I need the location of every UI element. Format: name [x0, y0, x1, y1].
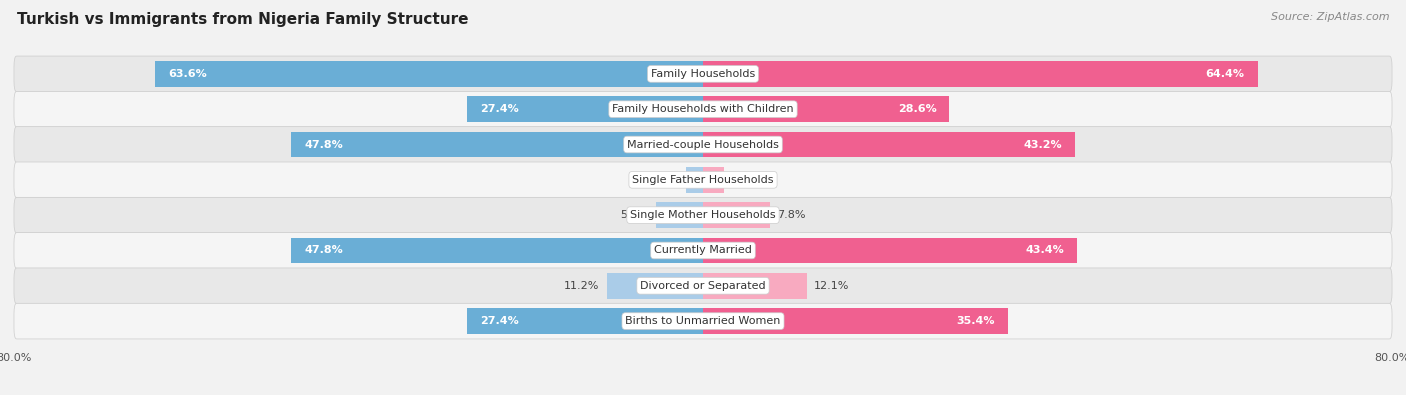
Text: Family Households with Children: Family Households with Children — [612, 104, 794, 114]
Text: Single Father Households: Single Father Households — [633, 175, 773, 185]
Text: 43.4%: 43.4% — [1025, 245, 1064, 256]
Bar — [155, 61, 703, 87]
Text: 5.5%: 5.5% — [620, 210, 648, 220]
Text: 2.4%: 2.4% — [731, 175, 759, 185]
Text: Married-couple Households: Married-couple Households — [627, 139, 779, 150]
FancyBboxPatch shape — [14, 198, 1392, 233]
Text: Family Households: Family Households — [651, 69, 755, 79]
Bar — [606, 273, 703, 299]
FancyBboxPatch shape — [14, 303, 1392, 339]
FancyBboxPatch shape — [14, 233, 1392, 268]
Text: 64.4%: 64.4% — [1206, 69, 1244, 79]
Bar — [686, 167, 703, 192]
FancyBboxPatch shape — [14, 162, 1392, 198]
Text: 28.6%: 28.6% — [897, 104, 936, 114]
Bar — [703, 61, 1257, 87]
Text: Single Mother Households: Single Mother Households — [630, 210, 776, 220]
Bar — [703, 273, 807, 299]
Bar — [703, 96, 949, 122]
Text: 27.4%: 27.4% — [479, 316, 519, 326]
Text: 12.1%: 12.1% — [814, 281, 849, 291]
Text: Source: ZipAtlas.com: Source: ZipAtlas.com — [1271, 12, 1389, 22]
FancyBboxPatch shape — [14, 91, 1392, 127]
Text: Turkish vs Immigrants from Nigeria Family Structure: Turkish vs Immigrants from Nigeria Famil… — [17, 12, 468, 27]
Bar — [703, 203, 770, 228]
Bar — [703, 167, 724, 192]
FancyBboxPatch shape — [14, 127, 1392, 162]
Text: 43.2%: 43.2% — [1024, 139, 1062, 150]
Text: 27.4%: 27.4% — [479, 104, 519, 114]
Text: Divorced or Separated: Divorced or Separated — [640, 281, 766, 291]
FancyBboxPatch shape — [14, 56, 1392, 92]
Text: Currently Married: Currently Married — [654, 245, 752, 256]
Text: 7.8%: 7.8% — [778, 210, 806, 220]
Bar — [467, 96, 703, 122]
Text: Births to Unmarried Women: Births to Unmarried Women — [626, 316, 780, 326]
Bar — [703, 238, 1077, 263]
Bar — [291, 132, 703, 157]
Bar — [467, 308, 703, 334]
Text: 47.8%: 47.8% — [304, 245, 343, 256]
Text: 63.6%: 63.6% — [169, 69, 207, 79]
Bar — [291, 238, 703, 263]
Bar — [703, 308, 1008, 334]
Text: 2.0%: 2.0% — [651, 175, 679, 185]
FancyBboxPatch shape — [14, 268, 1392, 304]
Bar — [703, 132, 1076, 157]
Text: 35.4%: 35.4% — [956, 316, 995, 326]
Text: 11.2%: 11.2% — [564, 281, 599, 291]
Bar — [655, 203, 703, 228]
Text: 47.8%: 47.8% — [304, 139, 343, 150]
